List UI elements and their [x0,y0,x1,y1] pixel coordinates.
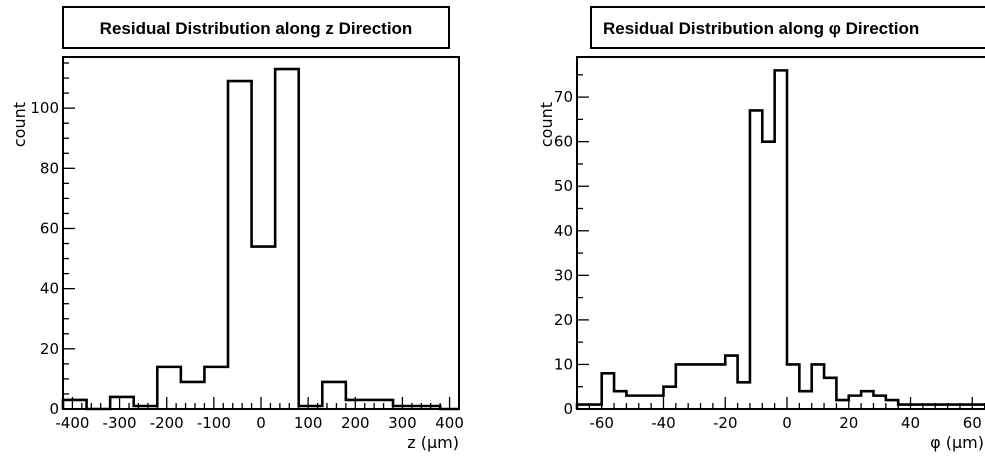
x-axis-label: z (µm) [407,433,459,452]
y-tick-label: 20 [554,311,573,329]
x-tick-label: 200 [341,414,370,432]
x-tick-label: 400 [435,414,464,432]
x-tick-label: 300 [388,414,417,432]
x-tick-label: -40 [651,414,676,432]
y-axis-label: count [10,102,29,147]
title-box [590,6,985,49]
y-tick-label: 40 [40,280,59,298]
y-tick-label: 70 [554,88,573,106]
y-axis-label: count [537,102,556,147]
x-tick-label: 0 [256,414,266,432]
chart-phi-residual: Residual Distribution along φ Direction … [537,6,985,452]
y-tick-label: 60 [554,133,573,151]
y-tick-label: 0 [49,400,59,418]
y-tick-label: 10 [554,355,573,373]
histogram-outline [575,69,985,409]
y-tick-label: 80 [40,159,59,177]
tick-labels: -60 -40 -20 0 20 40 60 0 10 20 30 40 50 60 70 [554,88,982,432]
axis-ticks [576,74,985,410]
x-tick-label: 100 [294,414,323,432]
chart-title: Residual Distribution along φ Direction [603,19,919,38]
x-tick-label: -20 [713,414,738,432]
y-tick-label: 0 [563,400,573,418]
y-tick-label: 20 [40,340,59,358]
x-tick-label: -60 [589,414,614,432]
y-tick-label: 40 [554,222,573,240]
axis-ticks [62,62,460,410]
x-tick-label: 40 [901,414,920,432]
x-tick-label: -200 [150,414,184,432]
chart-title: Residual Distribution along z Direction [100,19,413,38]
x-axis-label: φ (µm) [930,433,984,452]
x-tick-label: 60 [963,414,982,432]
plot-frame [62,56,460,410]
y-tick-label: 100 [30,99,59,117]
tick-labels: -400 -300 -200 -100 0 100 200 300 400 0 20 40 60 80 10… [30,99,464,432]
y-tick-label: 60 [40,219,59,237]
histogram-outline [61,67,459,411]
x-tick-label: -400 [55,414,89,432]
plot-frame [576,56,985,410]
x-tick-label: 0 [782,414,792,432]
x-tick-label: -100 [197,414,231,432]
y-tick-label: 30 [554,266,573,284]
x-tick-label: 20 [839,414,858,432]
chart-z-residual: Residual Distribution along z Direction … [10,6,464,452]
x-tick-label: -300 [103,414,137,432]
title-box [62,6,450,49]
y-tick-label: 50 [554,177,573,195]
